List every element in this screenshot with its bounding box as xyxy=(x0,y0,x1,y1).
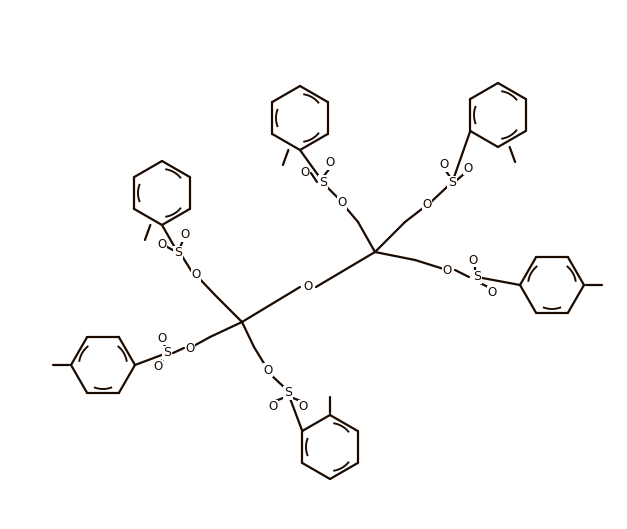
Text: O: O xyxy=(181,229,189,242)
Text: S: S xyxy=(473,270,481,284)
Text: O: O xyxy=(468,253,478,267)
Text: O: O xyxy=(303,280,313,294)
Text: O: O xyxy=(423,198,431,212)
Text: S: S xyxy=(163,346,171,360)
Text: O: O xyxy=(337,196,347,209)
Text: O: O xyxy=(263,363,273,377)
Text: O: O xyxy=(443,263,451,277)
Text: O: O xyxy=(440,159,449,171)
Text: S: S xyxy=(448,177,456,189)
Text: O: O xyxy=(154,360,162,373)
Text: O: O xyxy=(186,342,194,354)
Text: O: O xyxy=(300,167,310,179)
Text: S: S xyxy=(174,247,182,260)
Text: O: O xyxy=(268,400,278,414)
Text: O: O xyxy=(157,332,167,344)
Text: S: S xyxy=(284,387,292,399)
Text: O: O xyxy=(487,287,497,299)
Text: O: O xyxy=(298,400,308,414)
Text: S: S xyxy=(319,176,327,188)
Text: O: O xyxy=(157,238,167,251)
Text: O: O xyxy=(463,161,473,175)
Text: O: O xyxy=(191,269,201,281)
Text: O: O xyxy=(325,157,335,169)
